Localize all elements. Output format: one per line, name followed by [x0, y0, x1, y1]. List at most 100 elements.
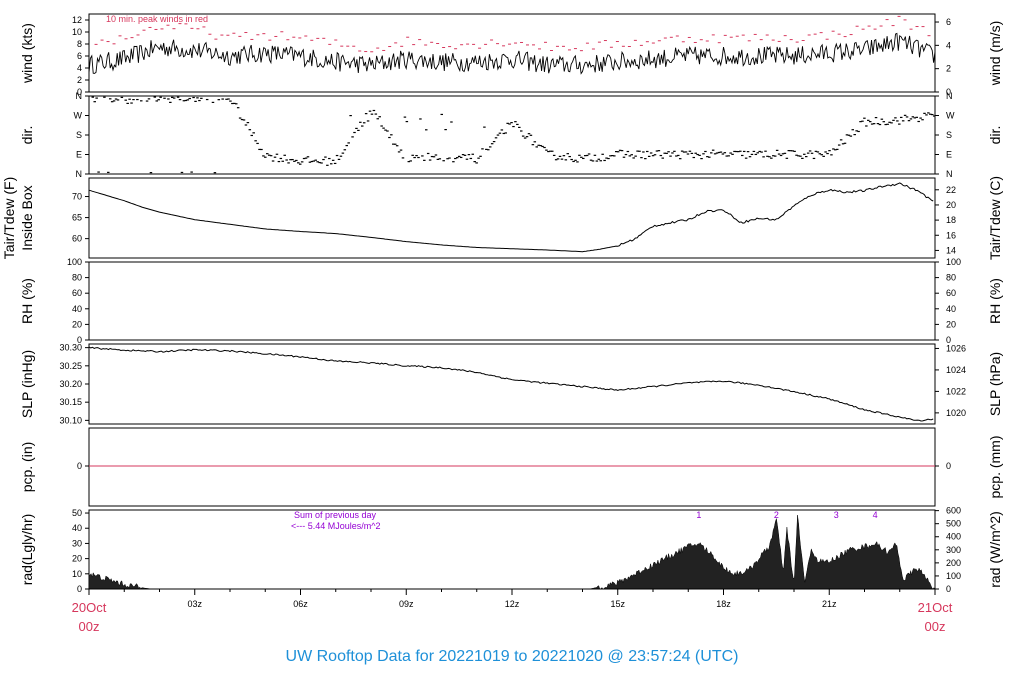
ytick-right-label-rh: 20 [946, 319, 956, 329]
ytick-label-rh: 20 [72, 319, 82, 329]
ylabel-rad: rad(Lgly/hr) [19, 514, 35, 586]
ylabel2-temp: Inside Box [19, 185, 35, 250]
panel-frame-rh [88, 261, 936, 341]
ytick-right-label-temp: 16 [946, 230, 956, 240]
ytick-right-label-rh: 40 [946, 304, 956, 314]
panel-frame-slp [88, 343, 936, 425]
ytick-label-dir: N [76, 169, 83, 179]
chart-title: UW Rooftop Data for 20221019 to 20221020… [285, 648, 739, 665]
peak-wind-note: 10 min. peak winds in red [106, 14, 208, 24]
pressure-line [88, 346, 934, 422]
ytick-label-slp: 30.15 [59, 397, 82, 407]
ytick-right-label-slp: 1020 [946, 408, 966, 418]
ytick-label-rh: 60 [72, 288, 82, 298]
ylabel-rh: RH (%) [19, 278, 35, 324]
x-tick-label: 12z [505, 599, 520, 609]
ylabel-wind: wind (kts) [19, 23, 35, 84]
ylabel-temp: Tair/Tdew (F) [1, 177, 17, 259]
radiation-marker-2: 2 [774, 510, 779, 520]
ytick-label-dir: S [76, 130, 82, 140]
radiation-marker-3: 3 [834, 510, 839, 520]
ylabel-pcp: pcp. (in) [19, 442, 35, 493]
ytick-right-label-dir: E [946, 150, 952, 160]
temperature-line [88, 182, 934, 253]
peak-wind-marks [94, 15, 931, 53]
panel-frame-pcp [88, 427, 936, 507]
ytick-label-wind: 12 [72, 15, 82, 25]
ytick-label-temp: 60 [72, 234, 82, 244]
radiation-marker-4: 4 [873, 510, 878, 520]
ytick-label-pcp: 0 [77, 461, 82, 471]
ytick-label-rad: 20 [72, 554, 82, 564]
ytick-label-rad: 0 [77, 584, 82, 594]
ytick-right-label-dir: N [946, 169, 953, 179]
ytick-label-slp: 30.10 [59, 415, 82, 425]
sum-value: <--- 5.44 MJoules/m^2 [291, 521, 381, 531]
ylabel-right-dir: dir. [987, 126, 1003, 145]
ylabel-right-rad: rad (W/m^2) [987, 511, 1003, 588]
ytick-right-label-rad: 200 [946, 558, 961, 568]
ylabel-right-temp: Tair/Tdew (C) [987, 176, 1003, 260]
start-date-label: 20Oct [72, 600, 107, 615]
ytick-label-dir: E [76, 150, 82, 160]
ylabel-dir: dir. [19, 126, 35, 145]
ytick-right-label-slp: 1026 [946, 343, 966, 353]
wind-speed-line [88, 32, 936, 75]
end-hour-label: 00z [925, 619, 946, 634]
panel-frame-wind [88, 13, 936, 93]
panel-frame-dir [88, 95, 936, 175]
x-tick-label: 03z [187, 599, 202, 609]
x-tick-label: 18z [716, 599, 731, 609]
start-hour-label: 00z [79, 619, 100, 634]
x-tick-label: 15z [610, 599, 625, 609]
ytick-right-label-slp: 1024 [946, 365, 966, 375]
direction-marks [91, 96, 936, 174]
ytick-right-label-rh: 0 [946, 335, 951, 345]
ytick-right-label-temp: 22 [946, 185, 956, 195]
ytick-label-wind: 0 [77, 87, 82, 97]
end-date-label: 21Oct [918, 600, 953, 615]
ylabel-right-wind: wind (m/s) [987, 21, 1003, 87]
ytick-label-temp: 65 [72, 213, 82, 223]
ytick-label-rad: 30 [72, 538, 82, 548]
ytick-label-wind: 2 [77, 75, 82, 85]
ytick-right-label-rad: 500 [946, 519, 961, 529]
ytick-right-label-dir: S [946, 130, 952, 140]
ytick-label-rh: 100 [67, 257, 82, 267]
ytick-right-label-temp: 18 [946, 215, 956, 225]
ytick-right-label-slp: 1022 [946, 386, 966, 396]
radiation-area [88, 515, 936, 590]
ytick-right-label-wind: 0 [946, 87, 951, 97]
ytick-right-label-wind: 6 [946, 17, 951, 27]
ytick-label-wind: 8 [77, 39, 82, 49]
ytick-label-slp: 30.30 [59, 343, 82, 353]
ytick-right-label-wind: 2 [946, 64, 951, 74]
ytick-label-slp: 30.20 [59, 379, 82, 389]
radiation-marker-1: 1 [696, 510, 701, 520]
x-tick-label: 21z [822, 599, 837, 609]
ytick-right-label-rad: 400 [946, 532, 961, 542]
ylabel-right-pcp: pcp. (mm) [987, 436, 1003, 499]
ytick-right-label-temp: 14 [946, 245, 956, 255]
ytick-right-label-temp: 20 [946, 200, 956, 210]
sum-note: Sum of previous day [294, 510, 377, 520]
ytick-label-wind: 6 [77, 51, 82, 61]
ytick-right-label-pcp: 0 [946, 461, 951, 471]
panel-frame-temp [88, 177, 936, 259]
ytick-right-label-rad: 300 [946, 545, 961, 555]
ylabel-slp: SLP (inHg) [19, 350, 35, 418]
ytick-right-label-rh: 60 [946, 288, 956, 298]
ytick-right-label-rad: 100 [946, 571, 961, 581]
ytick-right-label-dir: W [946, 111, 955, 121]
ylabel-right-rh: RH (%) [987, 278, 1003, 324]
ytick-right-label-dir: N [946, 91, 953, 101]
ytick-label-slp: 30.25 [59, 361, 82, 371]
ytick-label-rad: 10 [72, 569, 82, 579]
x-tick-label: 06z [293, 599, 308, 609]
ytick-label-rad: 50 [72, 508, 82, 518]
ytick-label-rh: 40 [72, 304, 82, 314]
ytick-label-dir: N [76, 91, 83, 101]
ytick-right-label-rad: 0 [946, 584, 951, 594]
ytick-right-label-rh: 80 [946, 273, 956, 283]
ylabel-right-slp: SLP (hPa) [987, 352, 1003, 416]
